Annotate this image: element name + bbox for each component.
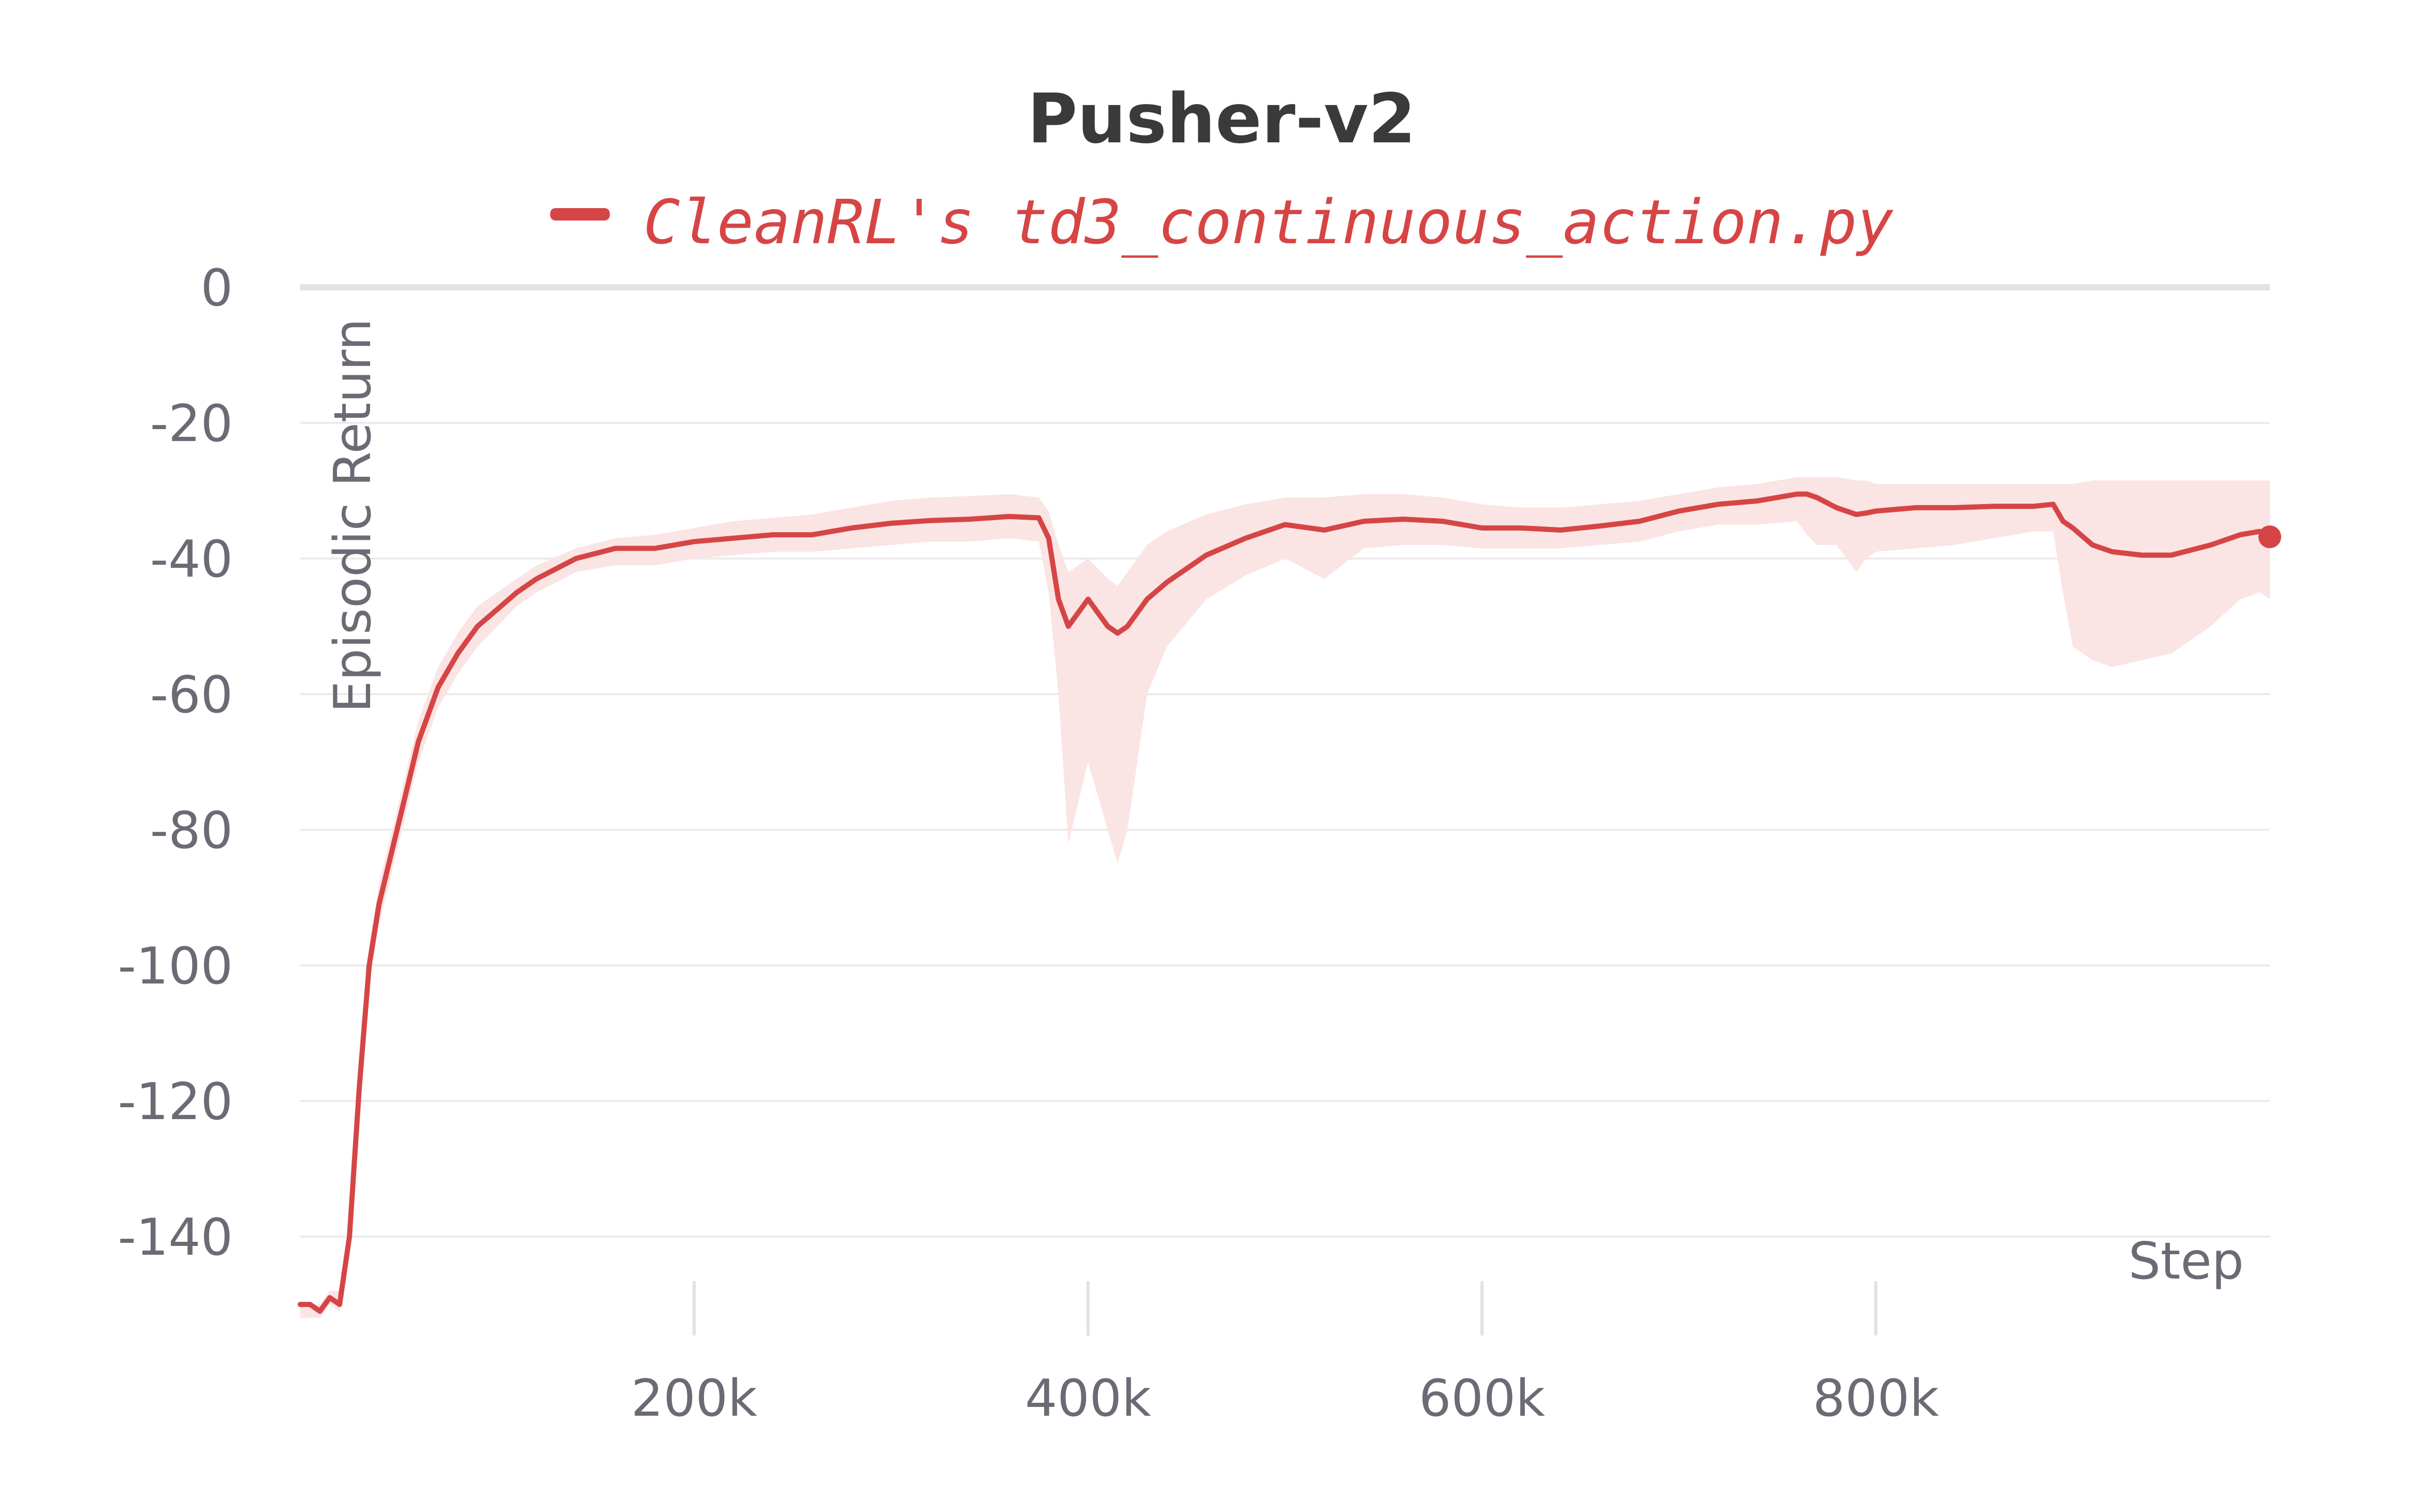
x-tick-label: 200k	[631, 1369, 757, 1428]
legend-label: CleanRL's td3_continuous_action.py	[643, 186, 1893, 258]
y-tick-labels: 0 -20 -40 -60 -80 -100 -120 -140	[118, 259, 233, 1267]
y-tick-label: 0	[201, 259, 233, 318]
y-tick-label: -20	[150, 394, 233, 453]
y-tick-label: -120	[118, 1073, 233, 1132]
series-end-point[interactable]	[2258, 525, 2281, 549]
x-tick-label: 800k	[1813, 1369, 1939, 1428]
y-axis-label: Episodic Return	[324, 318, 383, 713]
y-tick-label: -40	[150, 530, 233, 589]
grid-lines	[300, 284, 2270, 1238]
y-tick-label: -80	[150, 801, 233, 860]
legend[interactable]: CleanRL's td3_continuous_action.py	[550, 186, 1893, 258]
x-axis-label: Step	[2128, 1232, 2244, 1291]
x-tick-labels: 200k 400k 600k 800k	[631, 1281, 1939, 1428]
chart-title: Pusher-v2	[1027, 79, 1416, 159]
confidence-band	[300, 477, 2270, 1318]
y-tick-label: -140	[118, 1208, 233, 1267]
legend-swatch	[550, 208, 610, 221]
y-tick-label: -100	[118, 937, 233, 996]
series-line[interactable]	[298, 491, 2272, 1314]
x-tick-label: 400k	[1025, 1369, 1151, 1428]
x-tick-label: 600k	[1419, 1369, 1545, 1428]
y-tick-label: -60	[150, 666, 233, 725]
